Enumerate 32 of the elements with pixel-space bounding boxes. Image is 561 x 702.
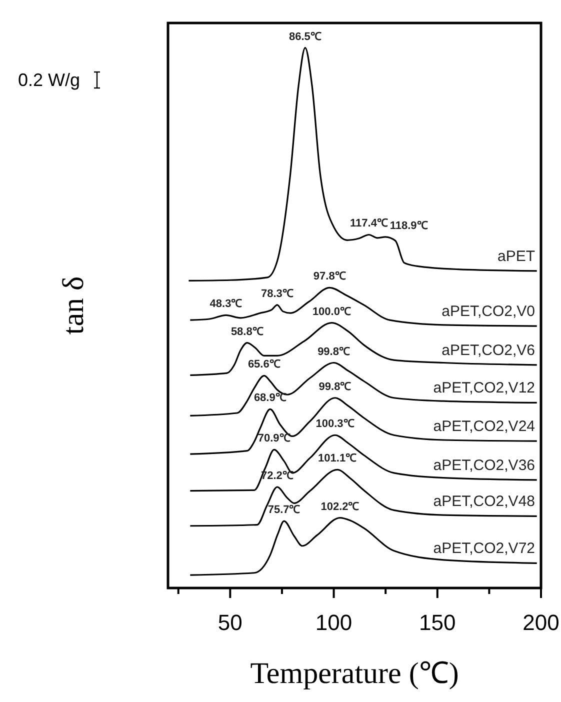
annotation: 99.8℃: [318, 346, 350, 358]
annotation: 58.8℃: [230, 326, 264, 338]
series-label: aPET,CO2,V12: [433, 380, 535, 397]
x-tick-label: 50: [218, 610, 242, 635]
x-tick-label: 100: [315, 610, 352, 635]
series-label: aPET,CO2,V48: [433, 493, 535, 510]
annotation: 118.9℃: [390, 220, 428, 232]
x-tick-label: 150: [419, 610, 456, 635]
annotation: 99.8℃: [318, 380, 352, 393]
annotation: 102.2℃: [320, 500, 360, 513]
annotation: 48.3℃: [210, 298, 242, 310]
annotation: 100.3℃: [316, 418, 354, 430]
series-label: aPET,CO2,V24: [433, 418, 535, 436]
annotation: 117.4℃: [350, 218, 388, 230]
series-label: aPET,CO2,V0: [442, 303, 535, 320]
y-axis-title: tan δ: [57, 276, 90, 335]
series-label: aPET,CO2,V36: [433, 456, 535, 474]
annotation: 65.6℃: [248, 358, 280, 371]
annotation: 86.5℃: [288, 30, 322, 43]
annotation: 68.9℃: [254, 392, 286, 404]
annotation: 97.8℃: [313, 270, 346, 283]
text: 0.2 W/g: [18, 70, 80, 90]
annotation: 101.1℃: [318, 452, 357, 465]
annotation: 78.3℃: [260, 288, 294, 300]
x-axis-title: Temperature (℃): [250, 657, 459, 690]
series-label: aPET: [497, 248, 535, 265]
series-label: aPET,CO2,V6: [442, 342, 535, 359]
annotation: 70.9℃: [258, 432, 290, 445]
series-label: aPET,CO2,V72: [433, 540, 535, 558]
x-tick-label: 200: [522, 610, 560, 635]
annotation: 100.0℃: [312, 306, 351, 318]
annotation: 75.7℃: [268, 504, 300, 516]
